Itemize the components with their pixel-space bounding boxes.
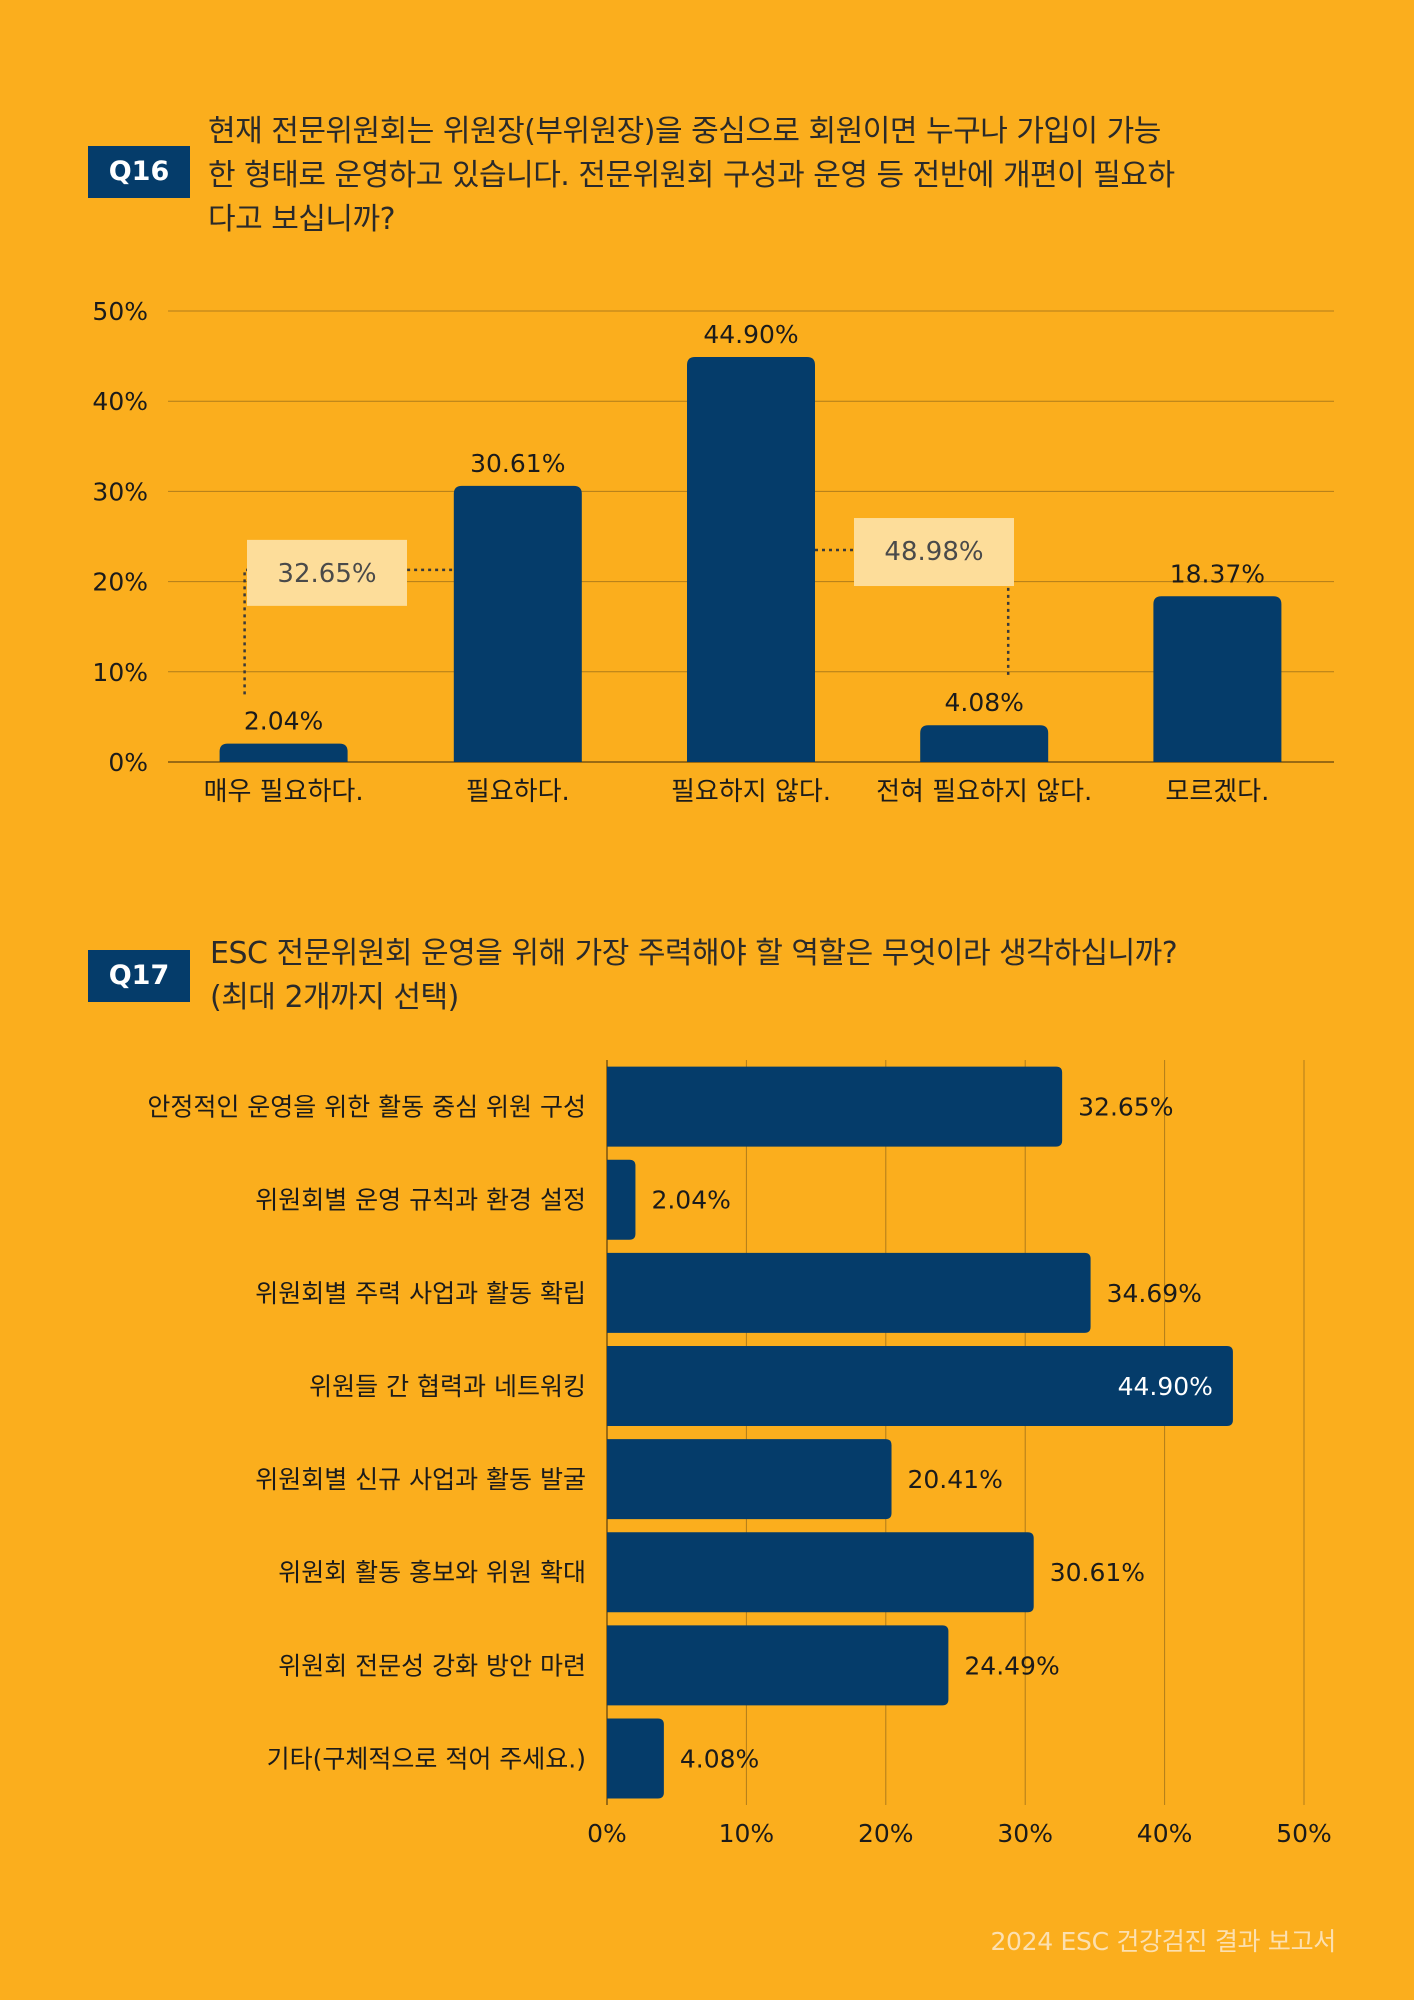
bar-value-label: 34.69% xyxy=(1107,1279,1202,1308)
x-tick-label: 20% xyxy=(858,1819,914,1848)
bar xyxy=(607,1625,949,1706)
y-tick-label: 40% xyxy=(92,387,148,416)
bar-value-label: 20.41% xyxy=(908,1465,1003,1494)
category-label: 위원들 간 협력과 네트워킹 xyxy=(309,1372,586,1401)
bar-value-label: 44.90% xyxy=(703,320,798,349)
bar-value-label: 4.08% xyxy=(944,688,1023,717)
bar-value-label: 2.04% xyxy=(244,707,323,736)
x-tick-label: 10% xyxy=(719,1819,775,1848)
category-label: 매우 필요하다. xyxy=(204,777,364,807)
q17-question: ESC 전문위원회 운영을 위해 가장 주력해야 할 역할은 무엇이라 생각하십… xyxy=(210,932,1178,1020)
category-label: 모르겠다. xyxy=(1165,777,1269,807)
bar-value-label: 44.90% xyxy=(1118,1372,1213,1401)
bar xyxy=(920,725,1049,762)
category-label: 위원회별 신규 사업과 활동 발굴 xyxy=(255,1465,586,1494)
bar-value-label: 2.04% xyxy=(651,1186,730,1215)
y-tick-label: 0% xyxy=(108,748,148,777)
category-label: 기타(구체적으로 적어 주세요.) xyxy=(267,1744,586,1773)
bar xyxy=(607,1066,1063,1147)
bar xyxy=(607,1439,892,1520)
q17-badge: Q17 xyxy=(88,950,190,1002)
q17-question-line: ESC 전문위원회 운영을 위해 가장 주력해야 할 역할은 무엇이라 생각하십… xyxy=(210,936,1178,971)
q16-question-line: 다고 보십니까? xyxy=(208,202,396,237)
bar xyxy=(607,1532,1034,1613)
bar xyxy=(607,1345,1233,1426)
bar-value-label: 18.37% xyxy=(1170,559,1265,588)
bar xyxy=(687,357,815,762)
category-label: 필요하지 않다. xyxy=(671,777,831,807)
y-tick-label: 30% xyxy=(92,477,148,506)
category-label: 위원회 전문성 강화 방안 마련 xyxy=(278,1651,586,1680)
q16-badge: Q16 xyxy=(88,146,190,198)
group-total-box xyxy=(247,539,407,606)
category-label: 위원회 활동 홍보와 위원 확대 xyxy=(278,1558,586,1587)
category-label: 전혀 필요하지 않다. xyxy=(876,777,1092,807)
category-label: 필요하다. xyxy=(466,777,570,807)
bar-value-label: 24.49% xyxy=(964,1651,1059,1680)
q16-bar-chart: 0% 10% 20% 30% 40% 50% 2.04% 매우 필요하다. 30.61% 필요하다… xyxy=(92,297,1334,807)
x-tick-label: 30% xyxy=(997,1819,1053,1848)
y-tick-label: 50% xyxy=(92,297,148,326)
q16-question: 현재 전문위원회는 위원장(부위원장)을 중심으로 회원이면 누구나 가입이 가… xyxy=(208,110,1175,242)
q16-question-line: 현재 전문위원회는 위원장(부위원장)을 중심으로 회원이면 누구나 가입이 가… xyxy=(208,114,1161,149)
bar-value-label: 30.61% xyxy=(470,449,565,478)
bar xyxy=(607,1718,664,1799)
category-label: 안정적인 운영을 위한 활동 중심 위원 구성 xyxy=(147,1093,586,1122)
bar xyxy=(219,743,348,762)
bar-value-label: 4.08% xyxy=(680,1744,759,1773)
q17-question-line: (최대 2개까지 선택) xyxy=(210,980,459,1015)
x-tick-label: 50% xyxy=(1276,1819,1332,1848)
bar xyxy=(453,485,582,762)
group-total-label: 32.65% xyxy=(277,559,376,589)
group-total-label: 48.98% xyxy=(884,537,983,567)
x-tick-label: 0% xyxy=(587,1819,627,1848)
bar-value-label: 32.65% xyxy=(1078,1093,1173,1122)
bar-value-label: 30.61% xyxy=(1050,1558,1145,1587)
bar xyxy=(607,1252,1091,1333)
group-total-box xyxy=(854,518,1014,587)
y-tick-label: 20% xyxy=(92,568,148,597)
category-label: 위원회별 운영 규칙과 환경 설정 xyxy=(255,1186,586,1215)
x-tick-label: 40% xyxy=(1137,1819,1193,1848)
y-tick-label: 10% xyxy=(92,658,148,687)
q16-question-line: 한 형태로 운영하고 있습니다. 전문위원회 구성과 운영 등 전반에 개편이 … xyxy=(208,158,1175,193)
report-footer: 2024 ESC 건강검진 결과 보고서 xyxy=(990,1927,1336,1956)
category-label: 위원회별 주력 사업과 활동 확립 xyxy=(255,1279,586,1308)
bar xyxy=(607,1159,636,1240)
bar xyxy=(1153,596,1282,762)
